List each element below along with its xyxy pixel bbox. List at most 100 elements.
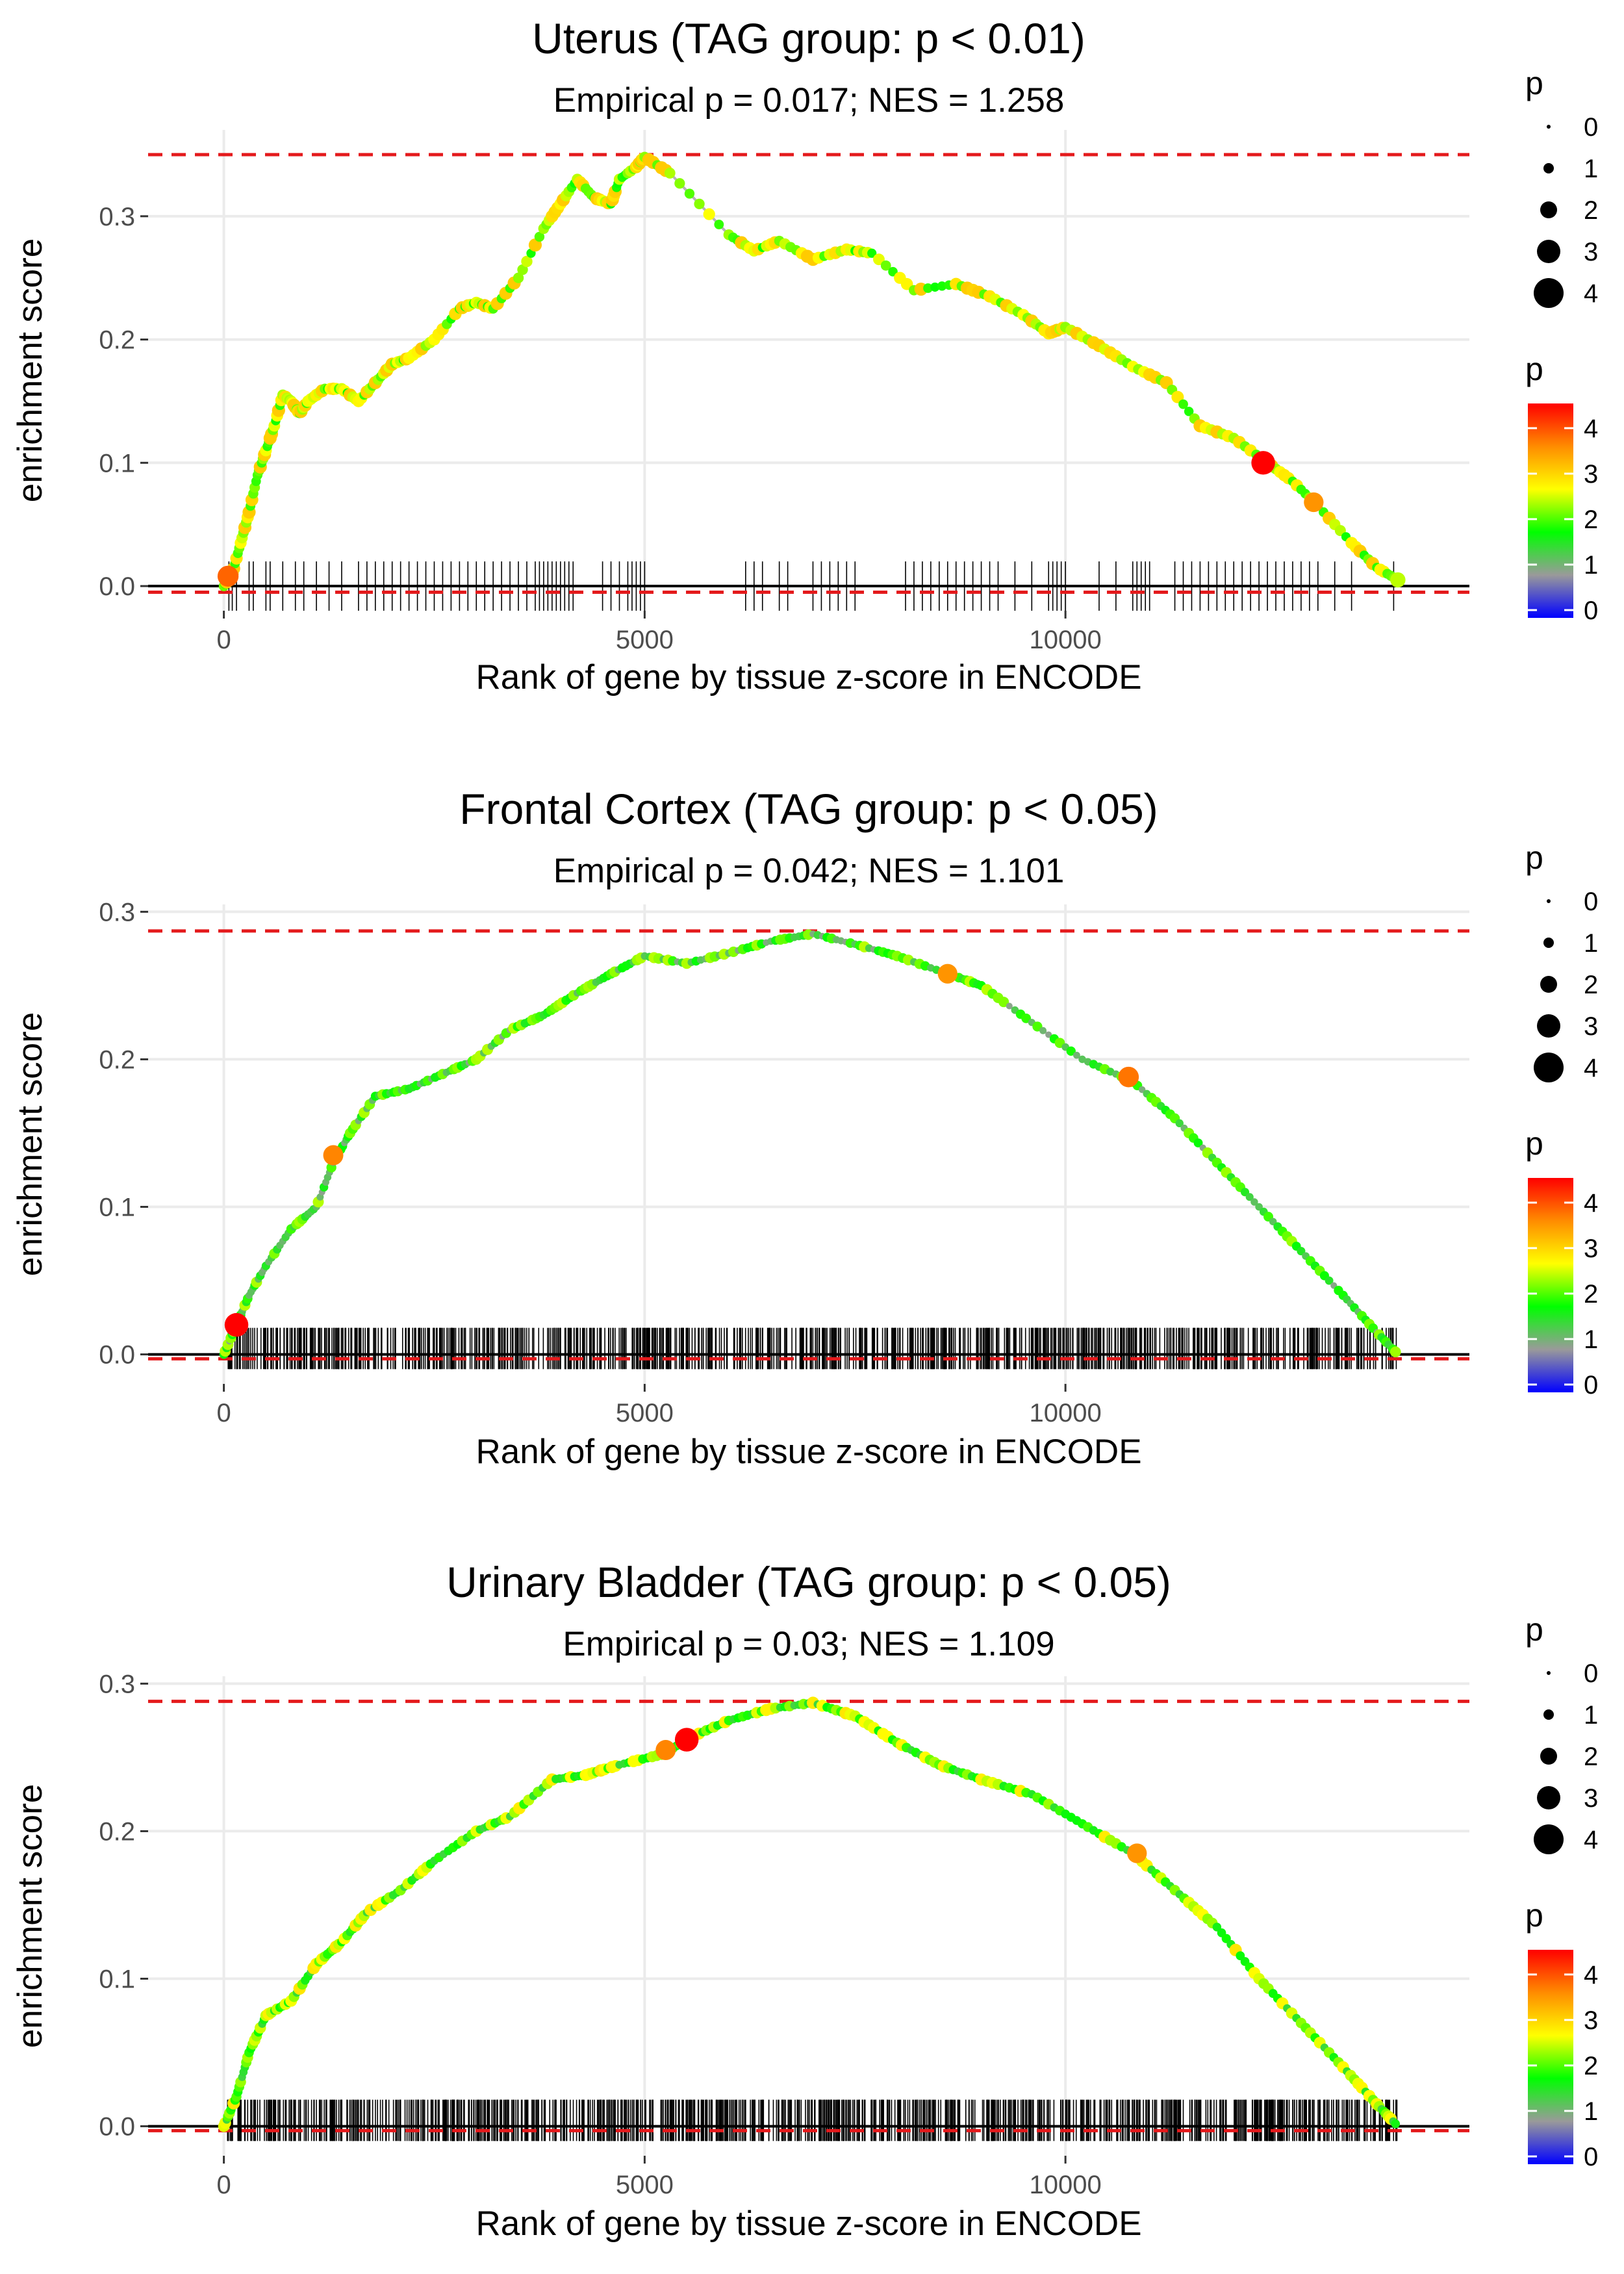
data-point: [534, 231, 545, 242]
color-legend-label: 1: [1584, 2097, 1598, 2126]
size-legend-label: 0: [1584, 1659, 1598, 1688]
x-axis-title: Rank of gene by tissue z-score in ENCODE: [476, 1433, 1141, 1471]
data-point: [1391, 2119, 1401, 2128]
data-point: [664, 167, 676, 179]
highlight-point: [323, 1145, 344, 1166]
x-axis-title: Rank of gene by tissue z-score in ENCODE: [476, 2204, 1141, 2243]
data-point: [1325, 1276, 1334, 1285]
size-legend-key: [1540, 976, 1557, 993]
color-legend-label: 1: [1584, 1325, 1598, 1354]
y-tick-label: 0.1: [99, 1965, 135, 1994]
color-legend-title: p: [1525, 351, 1543, 387]
y-axis-title: enrichment score: [11, 238, 49, 503]
data-point: [1193, 1138, 1203, 1148]
y-tick-label: 0.3: [99, 898, 135, 926]
y-axis-title: enrichment score: [11, 1012, 49, 1277]
enrichment-curve: [222, 155, 1399, 587]
highlight-point: [217, 565, 239, 587]
size-legend-label: 4: [1584, 1826, 1598, 1854]
size-legend-key: [1547, 899, 1551, 903]
size-legend-key: [1534, 278, 1564, 308]
data-point: [528, 238, 542, 252]
highlight-point: [937, 964, 958, 984]
data-point: [521, 255, 533, 268]
color-legend-label: 1: [1584, 551, 1598, 580]
axis-ticks: 0 5000 10000 0.0 0.1 0.2 0.3: [99, 898, 1101, 1427]
size-legend-label: 3: [1584, 1784, 1598, 1813]
data-point: [1006, 1003, 1013, 1010]
data-point: [923, 283, 933, 293]
size-legend-key: [1547, 125, 1551, 129]
data-point: [1178, 399, 1188, 409]
color-legend-bar: [1528, 403, 1573, 618]
y-tick-label: 0.2: [99, 326, 135, 355]
x-tick-label: 0: [216, 626, 231, 654]
data-point: [1039, 1027, 1047, 1034]
color-legend-title: p: [1525, 1125, 1543, 1162]
size-legend-key: [1537, 1786, 1560, 1809]
panel-title: Uterus (TAG group: p < 0.01): [532, 14, 1085, 62]
size-legend-label: 0: [1584, 113, 1598, 142]
panel-title: Frontal Cortex (TAG group: p < 0.05): [459, 785, 1158, 833]
size-legend-label: 4: [1584, 1054, 1598, 1082]
data-point: [998, 997, 1009, 1008]
data-point: [880, 260, 891, 271]
x-axis-title: Rank of gene by tissue z-score in ENCODE: [476, 658, 1141, 696]
size-legend-label: 2: [1584, 1743, 1598, 1771]
y-axis-title: enrichment score: [11, 1784, 49, 2049]
data-point: [703, 208, 715, 220]
legend-group: p 0 1 2 3 4 p 0 1 2 3 4: [1525, 65, 1598, 625]
data-point: [937, 281, 947, 291]
size-legend-key: [1540, 1748, 1557, 1765]
legend-group: p 0 1 2 3 4 p 0 1 2 3 4: [1525, 839, 1598, 1399]
size-legend-key: [1534, 1053, 1564, 1082]
enrichment-points: [219, 929, 1401, 1359]
data-point: [1250, 1198, 1258, 1206]
y-tick-label: 0.0: [99, 1341, 135, 1370]
data-point: [1072, 1051, 1080, 1059]
enrichment-curve: [222, 932, 1399, 1355]
data-point: [1184, 407, 1194, 416]
enrichment-points: [218, 1696, 1401, 2132]
data-point: [694, 198, 705, 209]
x-tick-label: 5000: [616, 626, 674, 654]
data-point: [1245, 1193, 1254, 1201]
highlight-point: [1127, 1843, 1147, 1863]
y-tick-label: 0.3: [99, 1670, 135, 1698]
rug-ticks: [227, 1327, 1397, 1370]
data-point: [684, 188, 695, 199]
data-point: [1175, 1119, 1184, 1128]
data-point: [513, 272, 524, 283]
x-tick-label: 10000: [1030, 2171, 1102, 2199]
panels: Uterus (TAG group: p < 0.01) Empirical p …: [11, 14, 1598, 2243]
axis-ticks: 0 5000 10000 0.0 0.1 0.2 0.3: [99, 1670, 1101, 2199]
y-tick-label: 0.0: [99, 572, 135, 601]
highlight-point: [674, 1728, 699, 1752]
color-legend-label: 2: [1584, 2052, 1598, 2080]
size-legend-key: [1534, 1824, 1564, 1854]
highlight-point: [1304, 492, 1324, 513]
legend-group: p 0 1 2 3 4 p 0 1 2 3 4: [1525, 1611, 1598, 2171]
x-tick-label: 5000: [616, 2171, 674, 2199]
data-point: [1389, 1346, 1401, 1358]
size-legend-title: p: [1525, 65, 1543, 101]
data-point: [930, 282, 940, 292]
color-legend-title: p: [1525, 1897, 1543, 1934]
color-legend-label: 3: [1584, 1234, 1598, 1263]
data-point: [1045, 1031, 1052, 1038]
size-legend-key: [1537, 240, 1560, 263]
highlight-point: [1390, 572, 1406, 588]
size-legend-label: 1: [1584, 929, 1598, 958]
size-legend-label: 3: [1584, 1012, 1598, 1041]
y-tick-label: 0.0: [99, 2113, 135, 2141]
enrichment-points: [217, 151, 1406, 591]
panel-title: Urinary Bladder (TAG group: p < 0.05): [446, 1558, 1171, 1606]
x-tick-label: 10000: [1030, 626, 1102, 654]
size-legend-label: 4: [1584, 279, 1598, 308]
panel-subtitle: Empirical p = 0.03; NES = 1.109: [563, 1625, 1054, 1663]
color-legend-label: 4: [1584, 415, 1598, 443]
color-legend-label: 3: [1584, 2006, 1598, 2035]
axis-ticks: 0 5000 10000 0.0 0.1 0.2 0.3: [99, 203, 1101, 654]
panel-subtitle: Empirical p = 0.017; NES = 1.258: [553, 81, 1065, 120]
size-legend-label: 2: [1584, 971, 1598, 999]
